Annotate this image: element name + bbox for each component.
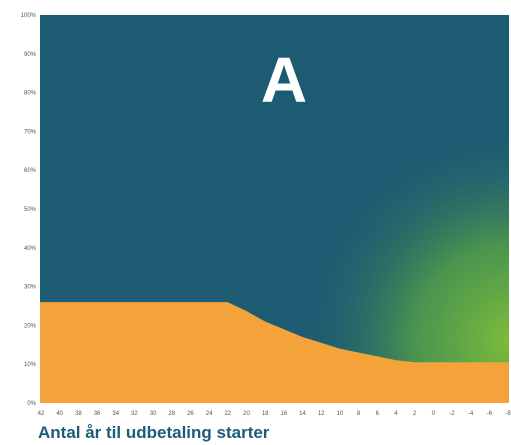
- x-tick-label: 20: [243, 411, 250, 417]
- x-tick-label: 42: [38, 411, 45, 417]
- x-tick-label: -4: [468, 411, 474, 417]
- x-tick-label: 8: [357, 411, 361, 417]
- x-tick-label: 6: [376, 411, 380, 417]
- x-tick-label: 28: [168, 411, 175, 417]
- y-tick-label: 40%: [24, 246, 37, 252]
- x-tick-label: 12: [318, 411, 325, 417]
- y-tick-label: 60%: [24, 168, 37, 174]
- x-tick-label: -8: [505, 411, 511, 417]
- orange-area: [40, 302, 509, 403]
- x-tick-label: 22: [224, 411, 231, 417]
- x-tick-label: 36: [94, 411, 101, 417]
- y-tick-label: 50%: [24, 207, 37, 213]
- y-tick-label: 20%: [24, 323, 37, 329]
- x-tick-label: 30: [150, 411, 157, 417]
- x-tick-label: 10: [337, 411, 344, 417]
- x-tick-label: -2: [449, 411, 455, 417]
- panel-label: A: [261, 44, 307, 116]
- y-tick-label: 10%: [24, 362, 37, 368]
- x-tick-label: 0: [432, 411, 436, 417]
- y-tick-label: 0%: [27, 401, 36, 407]
- x-tick-label: 26: [187, 411, 194, 417]
- x-tick-label: 16: [280, 411, 287, 417]
- x-tick-label: 34: [112, 411, 119, 417]
- y-tick-label: 90%: [24, 52, 37, 58]
- x-tick-label: 2: [413, 411, 417, 417]
- x-tick-label: 18: [262, 411, 269, 417]
- x-tick-label: 40: [56, 411, 63, 417]
- x-tick-label: 32: [131, 411, 138, 417]
- y-tick-label: 30%: [24, 285, 37, 291]
- green-gradient-area: [302, 15, 509, 403]
- x-axis-label: Antal år til udbetaling starter: [38, 423, 270, 442]
- x-tick-label: -6: [487, 411, 493, 417]
- x-tick-label: 4: [394, 411, 398, 417]
- x-tick-label: 38: [75, 411, 82, 417]
- y-tick-label: 70%: [24, 129, 37, 135]
- y-tick-label: 80%: [24, 91, 37, 97]
- y-tick-label: 100%: [21, 13, 37, 19]
- x-tick-label: 24: [206, 411, 213, 417]
- x-tick-label: 14: [299, 411, 306, 417]
